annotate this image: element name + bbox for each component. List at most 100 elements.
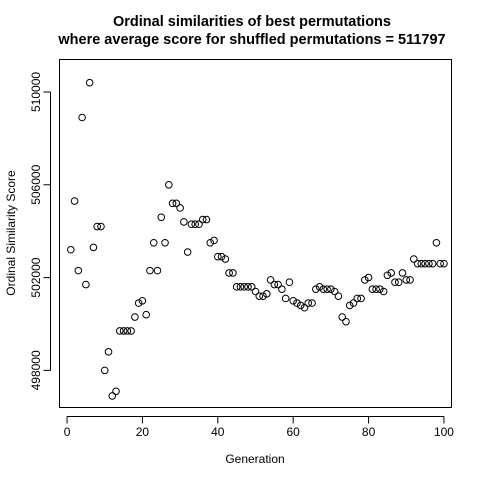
- data-point: [217, 252, 226, 261]
- data-point: [97, 222, 105, 231]
- data-point: [413, 259, 422, 268]
- chart-subtitle: where average score for shuffled permuta…: [57, 32, 445, 48]
- data-point: [372, 285, 380, 293]
- data-point: [240, 283, 248, 291]
- data-point: [361, 276, 369, 284]
- data-point: [232, 283, 241, 291]
- data-point: [334, 292, 343, 300]
- data-point: [202, 215, 211, 224]
- data-point: [251, 287, 260, 296]
- data-point: [312, 285, 320, 293]
- data-point: [183, 248, 192, 256]
- data-point: [432, 238, 441, 247]
- x-axis-label: Generation: [225, 452, 284, 466]
- data-point: [281, 294, 290, 303]
- data-point: [296, 301, 305, 310]
- data-point: [406, 276, 414, 284]
- data-point: [131, 313, 139, 321]
- x-tick-label: 80: [362, 425, 376, 439]
- data-point: [394, 278, 403, 287]
- data-point: [342, 317, 350, 326]
- data-point: [327, 285, 335, 293]
- data-point: [247, 283, 256, 291]
- data-point: [119, 327, 128, 335]
- data-point: [112, 387, 120, 396]
- data-point: [436, 259, 444, 268]
- data-point: [221, 255, 230, 263]
- x-tick-label: 100: [434, 425, 454, 439]
- data-point: [259, 292, 267, 300]
- data-point: [116, 327, 124, 335]
- data-point: [176, 204, 184, 212]
- data-point: [402, 276, 411, 284]
- y-axis-label: Ordinal Similarity Score: [4, 170, 18, 296]
- data-point: [266, 276, 275, 284]
- data-point: [323, 285, 331, 293]
- x-axis: 0 20 40 60 80 100: [64, 416, 454, 439]
- data-point: [364, 273, 373, 282]
- data-point: [387, 269, 395, 277]
- data-point: [425, 259, 433, 268]
- data-point: [285, 278, 294, 287]
- data-point: [255, 292, 264, 300]
- data-point: [127, 327, 135, 335]
- x-tick-label: 40: [211, 425, 225, 439]
- y-tick-label: 502000: [29, 257, 43, 297]
- data-point: [108, 392, 117, 400]
- data-point: [270, 280, 279, 289]
- data-point: [440, 259, 448, 268]
- data-point: [123, 327, 132, 335]
- data-point: [410, 255, 418, 263]
- data-point: [100, 366, 109, 375]
- data-point: [357, 294, 365, 303]
- data-point: [165, 180, 173, 189]
- data-point: [353, 294, 362, 303]
- data-point: [78, 113, 86, 122]
- data-point: [417, 259, 426, 268]
- data-point: [308, 299, 316, 307]
- data-point: [214, 252, 222, 261]
- data-point: [138, 296, 147, 305]
- data-point: [142, 310, 150, 319]
- data-point: [229, 269, 237, 277]
- data-point: [421, 259, 429, 268]
- data-point: [225, 269, 233, 277]
- chart-title: Ordinal similarities of best permutation…: [113, 14, 391, 30]
- data-point: [104, 348, 113, 356]
- x-tick-label: 0: [64, 425, 71, 439]
- data-point: [149, 238, 158, 247]
- data-point: [274, 280, 282, 289]
- data-point: [93, 222, 101, 231]
- x-tick-label: 60: [287, 425, 301, 439]
- data-point: [304, 299, 313, 307]
- data-point: [293, 299, 301, 307]
- y-tick-label: 506000: [29, 164, 43, 204]
- data-points: [67, 78, 448, 400]
- data-point: [398, 269, 407, 277]
- data-point: [180, 218, 188, 226]
- data-point: [67, 245, 75, 254]
- y-axis: 498000 502000 506000 510000: [29, 72, 51, 390]
- data-point: [187, 220, 196, 229]
- data-point: [195, 220, 203, 229]
- y-tick-label: 510000: [29, 72, 43, 112]
- data-point: [278, 285, 286, 293]
- data-point: [315, 283, 324, 291]
- data-point: [74, 266, 83, 275]
- data-point: [157, 213, 166, 222]
- data-point: [368, 285, 377, 293]
- data-point: [244, 283, 252, 291]
- data-point: [330, 287, 339, 296]
- data-point: [236, 283, 245, 291]
- data-point: [300, 303, 309, 312]
- x-tick-label: 20: [136, 425, 150, 439]
- data-point: [338, 313, 346, 321]
- data-point: [428, 259, 437, 268]
- data-point: [210, 236, 218, 245]
- data-point: [191, 220, 199, 229]
- data-point: [153, 266, 162, 275]
- data-point: [289, 296, 297, 305]
- data-point: [349, 299, 358, 307]
- data-point: [319, 285, 328, 293]
